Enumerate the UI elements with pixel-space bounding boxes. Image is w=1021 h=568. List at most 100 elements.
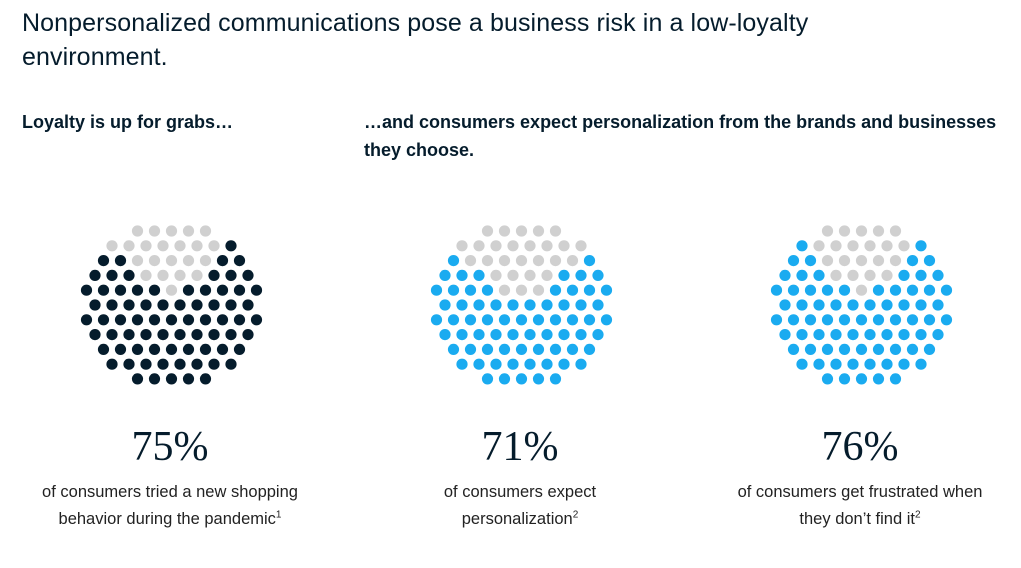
dot-filled [881, 358, 893, 370]
dot-filled [157, 329, 169, 341]
dot-empty [864, 240, 876, 252]
dot-empty [872, 255, 885, 267]
dot-filled [532, 314, 545, 326]
dot-filled [233, 255, 246, 267]
dot-filled [498, 314, 511, 326]
dot-filled [439, 299, 451, 311]
subtitle-left: Loyalty is up for grabs… [22, 112, 234, 132]
dot-filled [524, 329, 536, 341]
dot-filled [174, 329, 186, 341]
dot-empty [821, 255, 834, 267]
dot-filled [473, 269, 485, 281]
dot-filled [524, 358, 536, 370]
dot-filled [558, 329, 570, 341]
dot-filled [923, 255, 936, 267]
dot-filled [532, 343, 545, 355]
dot-filled [889, 373, 902, 385]
dot-empty [148, 225, 161, 237]
dot-empty [123, 240, 135, 252]
dot-filled [473, 329, 485, 341]
dot-filled [182, 284, 195, 296]
dot-empty [507, 269, 519, 281]
dot-filled [558, 358, 570, 370]
dot-filled [779, 299, 791, 311]
dot-filled [216, 255, 229, 267]
stat-description-text-1: of consumers tried a new shopping behavi… [42, 483, 298, 528]
dot-empty [140, 240, 152, 252]
dot-filled [97, 314, 110, 326]
dot-empty [532, 284, 545, 296]
dot-filled [575, 269, 587, 281]
dot-filled [558, 269, 570, 281]
dot-filled [804, 314, 817, 326]
dot-filled [208, 269, 220, 281]
dot-filled [847, 299, 859, 311]
dot-filled [592, 269, 604, 281]
dot-filled [174, 299, 186, 311]
dot-filled [855, 343, 868, 355]
dot-filled [250, 284, 263, 296]
dot-filled [191, 299, 203, 311]
dot-filled [97, 255, 110, 267]
dot-filled [473, 299, 485, 311]
dot-empty [813, 240, 825, 252]
dot-filled [216, 343, 229, 355]
dot-filled [464, 284, 477, 296]
dot-filled [915, 329, 927, 341]
dot-filled [165, 343, 178, 355]
stat-description-3: of consumers get frustrated when they do… [730, 479, 990, 533]
dot-empty [490, 269, 502, 281]
dot-empty [855, 255, 868, 267]
dot-filled [191, 329, 203, 341]
dot-filled [148, 284, 161, 296]
stat-value-3: 76% [821, 424, 899, 470]
dot-filled [464, 314, 477, 326]
dot-filled [532, 373, 545, 385]
dot-empty [481, 255, 494, 267]
dot-filled [208, 358, 220, 370]
dot-filled [80, 284, 93, 296]
dot-empty [507, 240, 519, 252]
dot-filled [583, 255, 596, 267]
subtitle-right: …and consumers expect personalization fr… [364, 112, 997, 160]
dot-empty [131, 255, 144, 267]
dot-filled [796, 269, 808, 281]
dot-empty [182, 255, 195, 267]
dot-empty [498, 255, 511, 267]
footnote-1: 1 [275, 509, 282, 521]
dot-filled [864, 299, 876, 311]
dot-filled [804, 255, 817, 267]
dot-filled [813, 358, 825, 370]
dot-empty [541, 240, 553, 252]
dot-filled [216, 284, 229, 296]
dot-filled [165, 373, 178, 385]
footnote-2: 2 [572, 509, 579, 521]
dot-filled [804, 343, 817, 355]
dot-empty [864, 269, 876, 281]
dot-filled [787, 343, 800, 355]
dot-empty [157, 240, 169, 252]
stat-description-1: of consumers tried a new shopping behavi… [40, 479, 300, 533]
dot-filled [123, 329, 135, 341]
dot-empty [838, 255, 851, 267]
dot-filled [481, 373, 494, 385]
dot-filled [770, 314, 783, 326]
dot-filled [872, 284, 885, 296]
dot-filled [456, 358, 468, 370]
dot-filled [898, 329, 910, 341]
dot-filled [830, 299, 842, 311]
dot-filled [80, 314, 93, 326]
dot-filled [549, 373, 562, 385]
dot-filled [233, 284, 246, 296]
dot-filled [830, 358, 842, 370]
dot-filled [855, 314, 868, 326]
dot-filled [430, 284, 443, 296]
dot-filled [813, 299, 825, 311]
dot-filled [796, 240, 808, 252]
dot-empty [199, 255, 212, 267]
dot-empty [881, 269, 893, 281]
dot-filled [481, 343, 494, 355]
dot-filled [242, 269, 254, 281]
dot-empty [473, 240, 485, 252]
dot-empty [821, 225, 834, 237]
